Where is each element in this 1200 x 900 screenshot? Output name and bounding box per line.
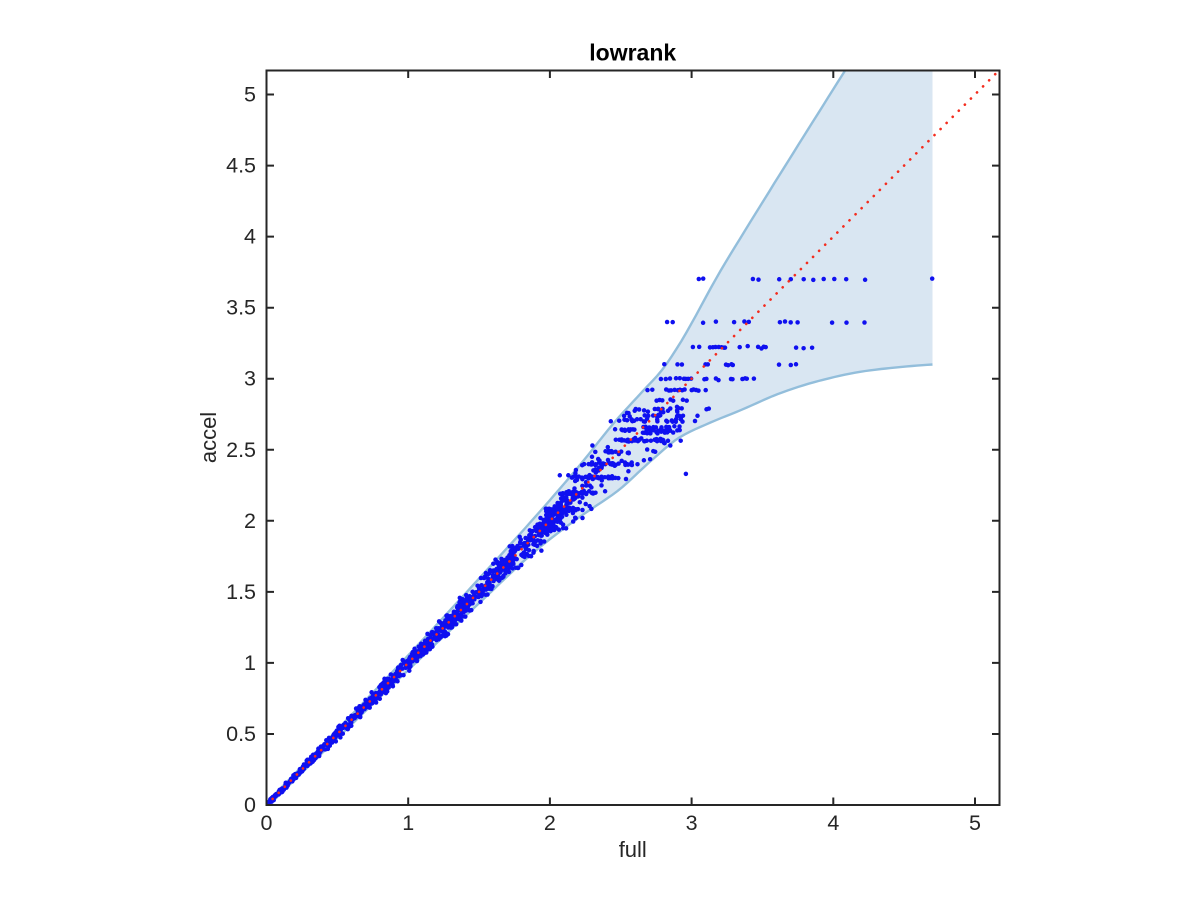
svg-text:1.5: 1.5 [226,580,256,604]
svg-text:1: 1 [244,651,256,675]
svg-text:5: 5 [969,811,981,835]
svg-text:accel: accel [196,412,221,463]
svg-text:3: 3 [686,811,698,835]
svg-text:0.5: 0.5 [226,722,256,746]
svg-text:0: 0 [261,811,273,835]
svg-text:4: 4 [827,811,839,835]
svg-text:2: 2 [244,509,256,533]
svg-text:4.5: 4.5 [226,154,256,178]
svg-text:3: 3 [244,367,256,391]
svg-text:4: 4 [244,225,256,249]
svg-text:0: 0 [244,793,256,817]
svg-text:5: 5 [244,83,256,107]
svg-text:2: 2 [544,811,556,835]
svg-text:1: 1 [402,811,414,835]
svg-text:2.5: 2.5 [226,438,256,462]
svg-text:3.5: 3.5 [226,296,256,320]
svg-text:full: full [619,837,647,862]
svg-text:lowrank: lowrank [589,40,676,66]
